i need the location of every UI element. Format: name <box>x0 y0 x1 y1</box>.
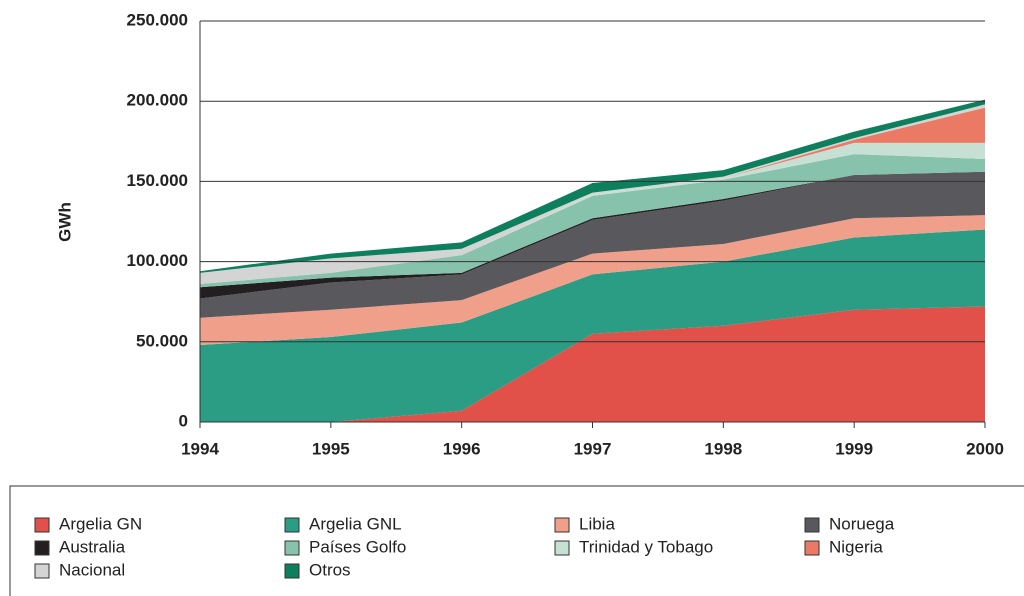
x-tick-label: 2000 <box>966 439 1004 458</box>
area <box>200 104 985 285</box>
legend-swatch <box>284 540 300 556</box>
legend-label: Noruega <box>829 514 895 533</box>
legend-label: Nigeria <box>829 537 883 556</box>
legend-label: Argelia GNL <box>309 514 402 533</box>
legend-label: Otros <box>309 560 351 579</box>
legend-swatch <box>34 540 50 556</box>
legend-swatch <box>554 517 570 533</box>
area <box>200 171 985 299</box>
legend-label: Nacional <box>59 560 125 579</box>
area <box>200 154 985 288</box>
area <box>200 306 985 422</box>
x-tick-label: 1994 <box>181 439 219 458</box>
x-tick-label: 1998 <box>704 439 742 458</box>
y-tick-label: 0 <box>179 411 188 430</box>
legend-box <box>9 485 1024 596</box>
legend-label: Libia <box>579 514 615 533</box>
area <box>200 229 985 422</box>
y-tick-label: 150.000 <box>127 171 188 190</box>
y-tick-label: 200.000 <box>127 91 188 110</box>
y-tick-label: 250.000 <box>127 10 188 29</box>
legend-swatch <box>284 517 300 533</box>
legend-swatch <box>804 540 820 556</box>
legend-swatch <box>554 540 570 556</box>
y-tick-label: 100.000 <box>127 251 188 270</box>
y-axis-label: GWh <box>55 202 74 242</box>
legend-label: Australia <box>59 537 126 556</box>
legend-label: Países Golfo <box>309 537 406 556</box>
area <box>200 215 985 346</box>
x-tick-label: 1996 <box>443 439 481 458</box>
area <box>200 171 985 318</box>
x-tick-label: 1999 <box>835 439 873 458</box>
x-tick-label: 1995 <box>312 439 350 458</box>
legend-swatch <box>804 517 820 533</box>
legend-swatch <box>284 563 300 579</box>
legend-swatch <box>34 517 50 533</box>
legend-label: Trinidad y Tobago <box>579 537 713 556</box>
legend-swatch <box>34 563 50 579</box>
x-tick-label: 1997 <box>574 439 612 458</box>
legend-label: Argelia GN <box>59 514 142 533</box>
area <box>200 99 985 273</box>
y-tick-label: 50.000 <box>136 331 188 350</box>
